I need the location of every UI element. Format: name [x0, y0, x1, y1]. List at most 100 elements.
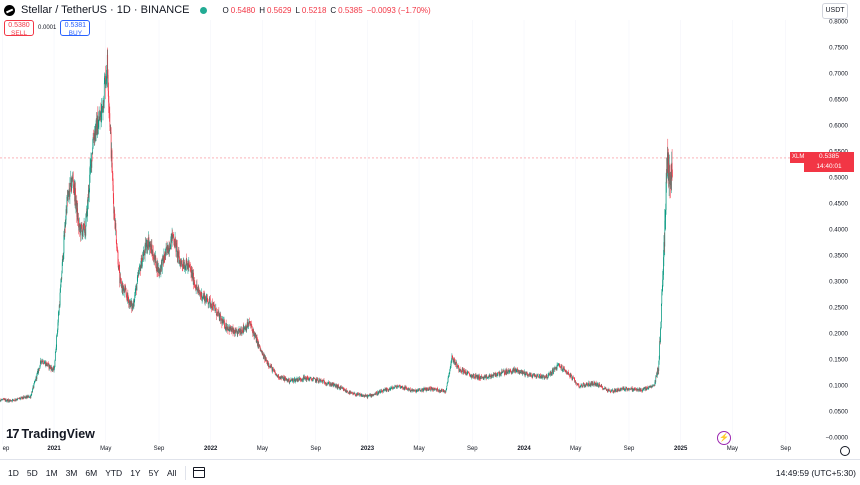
lightning-icon[interactable]: ⚡	[717, 431, 731, 445]
range-1d-button[interactable]: 1D	[4, 468, 23, 478]
y-tick-label: 0.3500	[829, 253, 848, 260]
candle-body	[236, 331, 237, 333]
candle-body	[519, 370, 520, 372]
candle-body	[268, 363, 269, 366]
y-tick-label: 0.5000	[829, 175, 848, 182]
open-label: O	[223, 6, 229, 15]
candle-body	[125, 290, 126, 293]
high-label: H	[259, 6, 265, 15]
close-label: C	[330, 6, 336, 15]
candle-body	[446, 386, 447, 389]
bar-countdown: 14:40:01	[804, 162, 854, 172]
y-tick-label: 0.4000	[829, 227, 848, 234]
x-tick-label: 2021	[47, 446, 60, 452]
y-tick-label: 0.1000	[829, 383, 848, 390]
close-value: 0.5385	[338, 6, 362, 15]
x-tick-label: May	[257, 446, 268, 452]
range-all-button[interactable]: All	[163, 468, 180, 478]
clock[interactable]: 14:49:59 (UTC+5:30)	[776, 468, 856, 478]
candle-body	[126, 295, 127, 298]
candle-body	[189, 263, 190, 265]
x-tick-label: May	[727, 446, 738, 452]
buy-button[interactable]: 0.5381 BUY	[60, 20, 90, 36]
x-tick-label: May	[413, 446, 424, 452]
y-tick-label: 0.8000	[829, 19, 848, 26]
candle-body	[100, 116, 101, 120]
candle-body	[154, 260, 155, 262]
open-value: 0.5480	[231, 6, 255, 15]
candle-body	[137, 284, 138, 291]
candle-body	[55, 361, 56, 367]
candle-body	[61, 273, 62, 279]
candle-body	[289, 382, 290, 383]
market-status-icon	[200, 7, 207, 14]
change-value: −0.0093 (−1.70%)	[367, 6, 431, 15]
y-tick-label: 0.2500	[829, 305, 848, 312]
candle-body	[197, 285, 198, 289]
candle-body	[635, 388, 636, 389]
candle-body	[422, 390, 423, 392]
buy-price: 0.5381	[61, 22, 89, 30]
candle-body	[217, 312, 218, 313]
candle-body	[104, 83, 105, 102]
x-tick-label: Sep	[467, 446, 478, 452]
buy-label: BUY	[69, 30, 82, 37]
range-1m-button[interactable]: 1M	[42, 468, 62, 478]
candle-body	[317, 378, 318, 380]
y-tick-label: 0.7500	[829, 45, 848, 52]
candle-body	[175, 239, 176, 241]
tradingview-logo[interactable]: 17 TradingView	[6, 426, 95, 441]
settings-icon[interactable]	[840, 446, 850, 456]
y-tick-label: 0.6000	[829, 123, 848, 130]
y-tick-label: 0.1500	[829, 357, 848, 364]
candle-body	[572, 378, 573, 380]
last-price-tag: 0.5385 14:40:01	[804, 152, 854, 172]
logo-text: TradingView	[21, 427, 94, 441]
x-tick-label: ep	[3, 446, 10, 452]
x-tick-label: 2022	[204, 446, 217, 452]
spread-value: 0.0001	[38, 25, 56, 31]
x-tick-label: Sep	[624, 446, 635, 452]
currency-selector[interactable]: USDT	[822, 3, 848, 19]
y-tick-label: 0.7000	[829, 71, 848, 78]
range-1y-button[interactable]: 1Y	[126, 468, 144, 478]
symbol-title[interactable]: Stellar / TetherUS · 1D · BINANCE	[21, 4, 190, 16]
x-tick-label: May	[100, 446, 111, 452]
candle-body	[143, 256, 144, 261]
x-tick-label: 2023	[361, 446, 374, 452]
candle-body	[56, 336, 57, 347]
candle-body	[538, 374, 539, 376]
candle-body	[60, 287, 61, 292]
candle-body	[64, 235, 65, 253]
candle-body	[661, 304, 662, 322]
candle-body	[570, 374, 571, 375]
x-tick-label: 2024	[517, 446, 530, 452]
trade-panel: 0.5380 SELL 0.0001 0.5381 BUY	[4, 20, 90, 36]
range-5d-button[interactable]: 5D	[23, 468, 42, 478]
candle-body	[295, 380, 296, 382]
stellar-logo-icon	[4, 5, 15, 16]
candle-body	[13, 399, 14, 400]
candle-body	[93, 137, 94, 147]
range-3m-button[interactable]: 3M	[62, 468, 82, 478]
candle-body	[155, 256, 156, 268]
y-tick-label: −0.0000	[825, 435, 848, 442]
range-6m-button[interactable]: 6M	[81, 468, 101, 478]
sell-label: SELL	[11, 30, 27, 37]
bottom-toolbar: 1D 5D 1M 3M 6M YTD 1Y 5Y All 14:49:59 (U…	[0, 459, 860, 485]
candle-body	[41, 360, 42, 362]
x-tick-label: Sep	[154, 446, 165, 452]
calendar-icon[interactable]	[193, 467, 205, 478]
candle-body	[61, 279, 62, 287]
candles	[0, 48, 673, 403]
candle-body	[446, 390, 447, 392]
range-ytd-button[interactable]: YTD	[101, 468, 126, 478]
sell-button[interactable]: 0.5380 SELL	[4, 20, 34, 36]
y-tick-label: 0.2000	[829, 331, 848, 338]
x-tick-label: May	[570, 446, 581, 452]
range-5y-button[interactable]: 5Y	[145, 468, 163, 478]
